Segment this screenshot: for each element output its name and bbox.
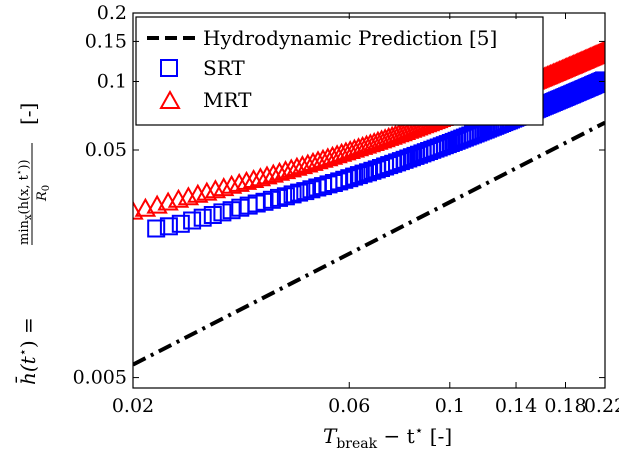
- mrt-point: [212, 177, 235, 197]
- srt-point: [183, 211, 202, 230]
- srt-point: [213, 203, 232, 222]
- srt-point: [203, 206, 222, 224]
- srt-point: [276, 187, 295, 206]
- srt-point: [340, 169, 359, 188]
- y-tick-label: 0.05: [85, 139, 127, 161]
- y-tick-label: 0.2: [97, 2, 127, 24]
- srt-point: [147, 219, 166, 238]
- srt-point: [595, 71, 605, 90]
- mrt-point: [249, 167, 272, 187]
- x-tick-label: 0.1: [435, 395, 465, 417]
- mrt-point: [204, 179, 227, 199]
- mrt-point: [187, 183, 209, 203]
- mrt-point: [228, 172, 250, 192]
- y-tick-label: 0.15: [85, 30, 127, 52]
- srt-point: [171, 214, 190, 233]
- srt-point: [290, 183, 309, 202]
- svg-text:R0: R0: [35, 185, 52, 202]
- legend-hydro-label: Hydrodynamic Prediction [5]: [203, 26, 497, 50]
- mrt-point: [242, 168, 265, 188]
- x-tick-label: 0.14: [495, 395, 537, 417]
- legend-box: [135, 16, 544, 126]
- svg-text:h̄(t⋆) =: h̄(t⋆) =: [15, 317, 40, 385]
- srt-point: [330, 172, 349, 191]
- mrt-point: [335, 141, 357, 161]
- legend-mrt-label: MRT: [203, 88, 252, 112]
- mrt-point: [317, 147, 339, 167]
- legend-srt-swatch: [160, 59, 178, 77]
- x-tick-label: 0.22: [584, 395, 619, 417]
- svg-text:[-]: [-]: [16, 103, 40, 125]
- mrt-point: [235, 170, 258, 190]
- y-tick-label: 0.005: [73, 367, 127, 389]
- srt-point: [296, 182, 315, 201]
- x-tick-label: 0.06: [328, 395, 370, 417]
- mrt-point: [593, 40, 605, 60]
- svg-text:minx(h(x, t⋆)): minx(h(x, t⋆)): [15, 159, 34, 245]
- mrt-point: [330, 142, 353, 162]
- mrt-point: [256, 165, 278, 185]
- mrt-point: [321, 145, 344, 165]
- y-tick-label: 0.1: [97, 71, 127, 93]
- y-axis-label: h̄(t⋆) = minx(h(x, t⋆)) R0 [-]: [15, 103, 52, 385]
- srt-point: [335, 170, 354, 189]
- mrt-point: [388, 123, 410, 143]
- x-tick-label: 0.18: [544, 395, 586, 417]
- legend-mrt-swatch: [159, 89, 181, 109]
- mrt-point: [326, 144, 348, 164]
- srt-point: [302, 180, 321, 199]
- srt-point: [345, 167, 364, 186]
- mrt-point: [262, 163, 285, 183]
- plot-frame: [132, 12, 606, 389]
- mrt-point: [133, 200, 144, 220]
- x-tick-label: 0.02: [112, 395, 154, 417]
- legend: Hydrodynamic Prediction [5] SRT MRT: [135, 16, 544, 126]
- mrt-point: [220, 174, 243, 194]
- mrt-point: [312, 148, 334, 168]
- mrt-point: [196, 181, 218, 201]
- legend-srt-label: SRT: [203, 56, 245, 80]
- x-axis-label: Tbreak − t⋆ [-]: [323, 423, 452, 451]
- srt-point: [283, 185, 302, 204]
- srt-point: [193, 208, 212, 227]
- hydrodynamic-prediction-line: [133, 120, 605, 367]
- srt-point: [349, 166, 368, 185]
- srt-point: [159, 217, 178, 236]
- srt-point: [270, 188, 288, 207]
